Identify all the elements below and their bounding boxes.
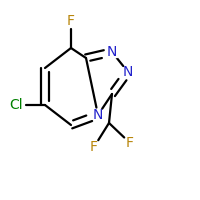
Text: F: F (126, 136, 134, 150)
Text: F: F (67, 14, 75, 28)
Bar (124, 67, 133, 76)
Text: Cl: Cl (9, 98, 23, 112)
Bar (66, 17, 75, 25)
Bar (126, 139, 135, 148)
Bar (94, 110, 102, 119)
Text: N: N (123, 65, 133, 79)
Bar (108, 47, 117, 56)
Text: N: N (107, 45, 117, 59)
Text: F: F (90, 140, 98, 154)
Bar (89, 142, 98, 152)
Text: N: N (93, 108, 103, 122)
Bar (9, 101, 23, 110)
